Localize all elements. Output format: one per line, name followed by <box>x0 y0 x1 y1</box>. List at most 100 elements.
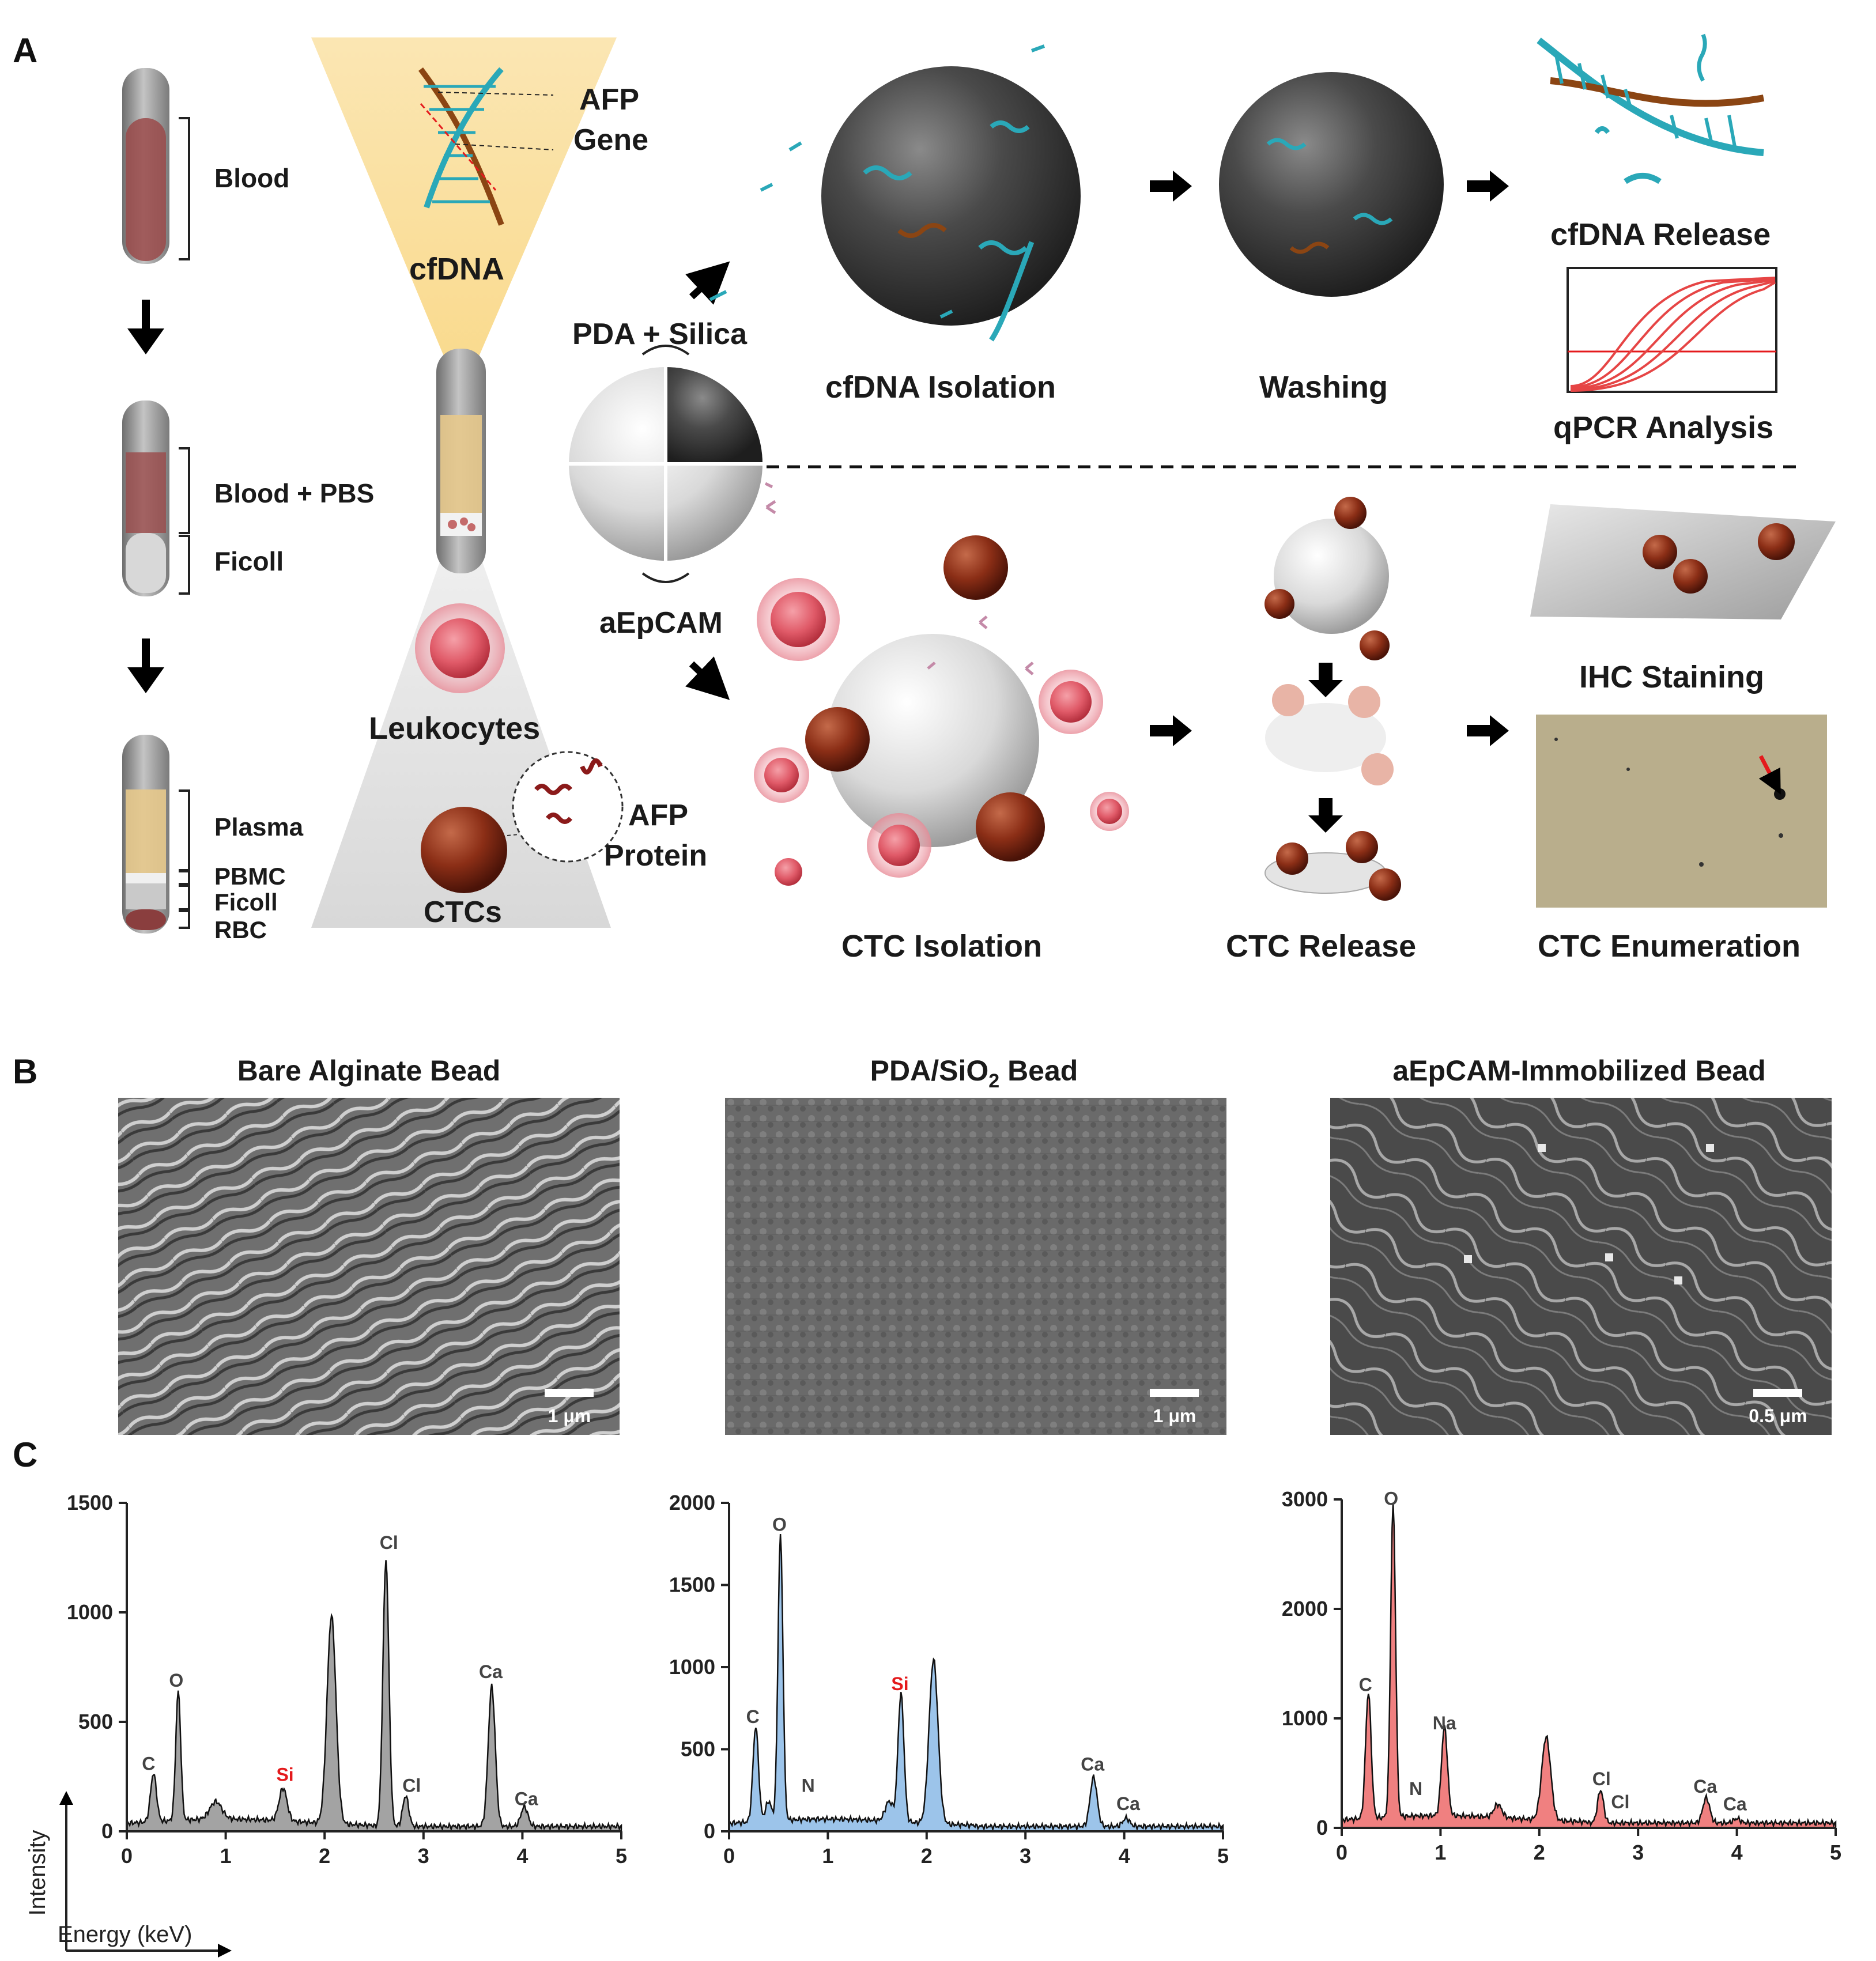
peak-label: O <box>772 1514 787 1535</box>
x-tick-label: 2 <box>921 1844 933 1868</box>
label-cfdna-release: cfDNA Release <box>1550 217 1771 252</box>
tube-label-ficoll-2: Ficoll <box>214 889 278 916</box>
peak-label: Ca <box>1693 1776 1717 1797</box>
ctc-enumeration-micrograph <box>1536 715 1827 908</box>
peak-label: C <box>142 1754 155 1774</box>
washing-bead <box>1219 72 1444 297</box>
sem-image-1: 1 μm <box>118 1098 620 1435</box>
peak-label: Cl <box>1592 1769 1611 1789</box>
y-tick-label: 0 <box>1316 1816 1328 1839</box>
peak-label: O <box>169 1670 183 1691</box>
peak-label: Na <box>1433 1713 1456 1733</box>
tube-label-plasma: Plasma <box>214 813 304 841</box>
bracket <box>179 117 190 260</box>
y-tick-label: 3000 <box>1282 1487 1328 1511</box>
peak-label: O <box>1384 1488 1398 1509</box>
x-tick-label: 3 <box>1632 1841 1644 1864</box>
x-tick-label: 4 <box>1119 1844 1130 1868</box>
tube-label-pbmc: PBMC <box>214 863 286 890</box>
peak-label: N <box>1409 1778 1422 1799</box>
eds-chart-2: 0 1 2 3 4 5 0 500 1000 1500 2000 C O N Si Ca Ca <box>669 1491 1229 1868</box>
tube-blood <box>122 68 190 264</box>
y-tick-label: 1000 <box>669 1655 715 1679</box>
ctc-isolation-bead <box>754 535 1129 886</box>
funnel-label-afp-gene-2: Gene <box>573 123 648 157</box>
panel-b-letter: B <box>13 1052 37 1091</box>
sem-image-2: 1 μm <box>725 1098 1226 1435</box>
peak-label: Cl <box>402 1775 421 1796</box>
y-tick-label: 2000 <box>1282 1597 1328 1620</box>
label-cfdna-isolation: cfDNA Isolation <box>825 370 1056 405</box>
funnel-label-afp-gene-1: AFP <box>579 83 639 116</box>
x-tick-label: 1 <box>822 1844 833 1868</box>
label-ctc-enumeration: CTC Enumeration <box>1538 929 1800 964</box>
right-arrow-icon <box>1150 171 1192 202</box>
panel-a-letter: A <box>13 31 37 70</box>
y-tick-label: 1000 <box>1282 1706 1328 1730</box>
peak-label: Cl <box>1611 1792 1629 1812</box>
ihc-surface <box>1530 504 1836 619</box>
peak-label: Ca <box>515 1788 538 1809</box>
y-tick-label: 0 <box>101 1819 113 1843</box>
label-qpcr: qPCR Analysis <box>1553 410 1773 445</box>
sem-title-3: aEpCAM-Immobilized Bead <box>1392 1055 1765 1087</box>
peak-label: Si <box>276 1764 293 1785</box>
scale-bar-1: 1 μm <box>548 1405 591 1426</box>
x-tick-label: 0 <box>1336 1841 1347 1864</box>
x-tick-label: 4 <box>516 1844 528 1868</box>
y-tick-label: 2000 <box>669 1491 715 1514</box>
right-arrow-icon <box>1150 715 1192 746</box>
funnel-label-afp-protein-1: AFP <box>628 799 688 832</box>
funnel-label-afp-protein-2: Protein <box>604 839 707 872</box>
y-axis-label: Intensity <box>25 1830 50 1916</box>
label-ctc-release: CTC Release <box>1226 929 1416 964</box>
cfdna-isolation-bead <box>709 44 1081 342</box>
y-tick-label: 500 <box>78 1710 113 1733</box>
dna-helix-icon <box>418 67 554 226</box>
axis-legend <box>59 1791 232 1958</box>
peak-label: Ca <box>1081 1754 1104 1775</box>
qpcr-plot <box>1567 267 1777 393</box>
funnel-label-leukocytes: Leukocytes <box>369 711 540 746</box>
leukocyte-icon <box>415 603 505 693</box>
x-tick-label: 0 <box>121 1844 133 1868</box>
sem-title-1: Bare Alginate Bead <box>237 1055 501 1087</box>
peak-label: C <box>1359 1675 1372 1695</box>
spectrum-area <box>126 1560 622 1832</box>
peak-label: C <box>746 1706 760 1727</box>
bead-label-aepcam: aEpCAM <box>599 606 723 640</box>
label-ihc-staining: IHC Staining <box>1579 660 1764 694</box>
x-tick-label: 1 <box>1435 1841 1446 1864</box>
x-tick-label: 2 <box>1534 1841 1545 1864</box>
tube-label-rbc: RBC <box>214 916 267 943</box>
x-tick-label: 5 <box>616 1844 627 1868</box>
peak-label: Ca <box>1723 1794 1747 1815</box>
spectrum-area <box>1341 1503 1837 1829</box>
y-tick-label: 500 <box>681 1737 715 1761</box>
sem-title-2-post: Bead <box>999 1055 1078 1087</box>
peak-label: Cl <box>380 1532 398 1553</box>
x-tick-label: 2 <box>319 1844 330 1868</box>
peak-label: N <box>802 1775 815 1796</box>
right-arrow-icon <box>1467 715 1509 746</box>
sem-image-3: 0.5 μm <box>1330 1098 1832 1435</box>
tube-label-blood: Blood <box>214 163 289 193</box>
scale-bar-3: 0.5 μm <box>1749 1405 1807 1426</box>
funnel-label-cfdna: cfDNA <box>409 252 504 286</box>
x-tick-label: 4 <box>1731 1841 1743 1864</box>
tube-label-blood-pbs: Blood + PBS <box>214 478 374 508</box>
sem-title-2-sub: 2 <box>988 1070 999 1092</box>
funnel-label-ctcs: CTCs <box>424 896 502 929</box>
y-tick-label: 0 <box>704 1819 715 1843</box>
y-tick-label: 1000 <box>67 1600 113 1624</box>
x-axis-label: Energy (keV) <box>58 1922 192 1947</box>
scale-bar-2: 1 μm <box>1153 1405 1196 1426</box>
arrow-up-right <box>685 261 730 305</box>
peak-label: Ca <box>479 1661 503 1682</box>
label-washing: Washing <box>1259 370 1388 405</box>
ctc-release-sequence <box>1264 497 1401 901</box>
x-tick-label: 3 <box>1020 1844 1031 1868</box>
y-tick-label: 1500 <box>669 1573 715 1597</box>
bead-label-pda-silica: PDA + Silica <box>572 318 748 351</box>
